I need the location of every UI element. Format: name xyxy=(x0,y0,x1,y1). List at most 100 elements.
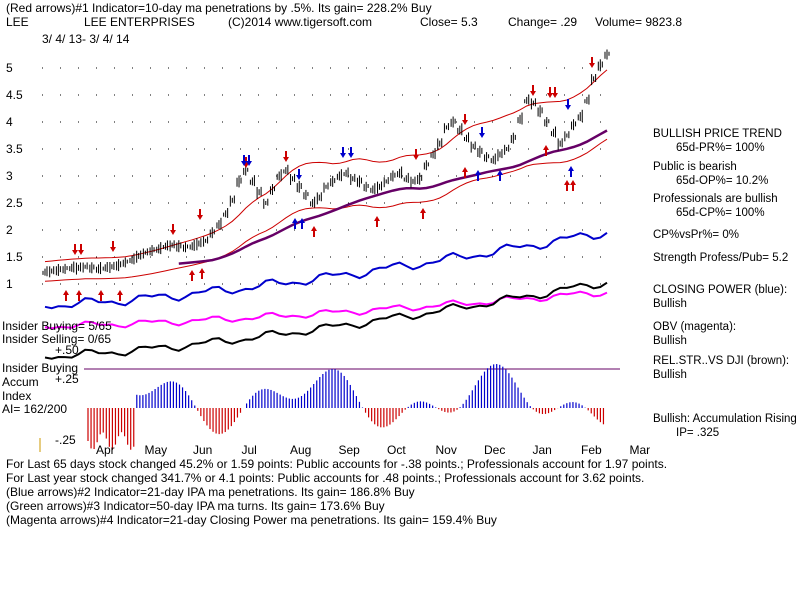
buy-arrow xyxy=(374,216,380,227)
public-value: 65d-OP%= 10.2% xyxy=(676,175,769,187)
sell-arrow xyxy=(340,147,346,158)
sell-arrow xyxy=(241,155,247,166)
buy-arrow xyxy=(311,226,317,237)
moving-average xyxy=(178,129,608,265)
close-price: Close= 5.3 xyxy=(420,15,478,29)
y-tick-label: 4 xyxy=(6,115,13,129)
y-tick-label: 2 xyxy=(6,223,13,237)
sell-arrow xyxy=(589,57,595,68)
buy-arrow xyxy=(189,270,195,281)
y-tick-label: 1.5 xyxy=(6,250,23,264)
footer-line-1: For Last 65 days stock changed 45.2% or … xyxy=(6,457,668,471)
sell-arrow xyxy=(78,244,84,255)
x-tick-label: Aug xyxy=(290,443,311,457)
date-range: 3/ 4/ 13- 3/ 4/ 14 xyxy=(42,32,130,46)
buy-arrow xyxy=(98,290,104,301)
x-tick-label: Oct xyxy=(387,443,406,457)
buy-arrow xyxy=(497,170,503,181)
sell-arrow xyxy=(110,241,116,252)
y-tick-label: 1 xyxy=(6,277,13,291)
trend-value: 65d-PR%= 100% xyxy=(676,142,765,154)
sell-arrow xyxy=(197,209,203,220)
ticker-symbol: LEE xyxy=(6,15,29,29)
buy-arrow xyxy=(199,268,205,279)
sell-arrow xyxy=(413,149,419,160)
cp-vs-pr: CP%vsPr%= 0% xyxy=(653,229,739,241)
relative-strength xyxy=(44,281,608,360)
accum-plus50: +.50 xyxy=(55,343,79,357)
y-tick-label: 5 xyxy=(6,61,13,75)
x-tick-label: Nov xyxy=(436,443,457,457)
buy-arrow xyxy=(475,170,481,181)
x-tick-label: May xyxy=(145,443,168,457)
y-tick-label: 2.5 xyxy=(6,196,23,210)
x-tick-label: Sep xyxy=(339,443,361,457)
strength: Strength Profess/Pub= 5.2 xyxy=(653,252,789,264)
sell-arrow xyxy=(552,87,558,98)
sell-arrow xyxy=(170,224,176,235)
obv-label: OBV (magenta): xyxy=(653,321,737,333)
closing-power-value: Bullish xyxy=(653,298,687,310)
sell-arrow xyxy=(246,155,252,166)
y-tick-label: 4.5 xyxy=(6,88,23,102)
upper-band xyxy=(44,69,608,263)
sell-arrow xyxy=(283,151,289,162)
x-tick-label: Dec xyxy=(484,443,505,457)
pro-title: Professionals are bullish xyxy=(653,193,778,205)
x-tick-label: Feb xyxy=(581,443,602,457)
relstr-label: REL.STR..VS DJI (brown): xyxy=(653,355,790,367)
footer-line-3: (Blue arrows)#2 Indicator=21-day IPA ma … xyxy=(6,485,415,499)
buy-arrow xyxy=(76,290,82,301)
volume: Volume= 9823.8 xyxy=(595,15,683,29)
ip-value: IP= .325 xyxy=(676,427,720,439)
accum-label: Accum xyxy=(2,375,39,389)
price-change: Change= .29 xyxy=(508,15,578,29)
closing-power xyxy=(44,231,608,310)
x-tick-label: Apr xyxy=(96,443,115,457)
buy-arrow xyxy=(420,208,426,219)
x-tick-label: Jul xyxy=(242,443,257,457)
company-name: LEE ENTERPRISES xyxy=(84,15,195,29)
insider-selling: Insider Selling= 0/65 xyxy=(2,332,112,346)
obv-value: Bullish xyxy=(653,335,687,347)
y-tick-label: 3.5 xyxy=(6,142,23,156)
buy-arrow xyxy=(462,167,468,178)
accum-plus25: +.25 xyxy=(55,372,79,386)
relstr-value: Bullish xyxy=(653,369,687,381)
price-axis-ticks: 5 4.5 4 3.5 3 2.5 2 1.5 1 xyxy=(6,61,23,291)
accumulation-index xyxy=(39,364,620,452)
price-bars xyxy=(42,49,610,278)
sell-arrow xyxy=(547,87,553,98)
obv xyxy=(44,290,608,330)
buy-arrow xyxy=(568,166,574,177)
footer-line-5: (Magenta arrows)#4 Indicator=21-day Clos… xyxy=(6,513,497,527)
y-tick-label: 3 xyxy=(6,169,13,183)
buy-arrow xyxy=(292,218,298,229)
buy-arrow xyxy=(63,290,69,301)
trend-title: BULLISH PRICE TREND xyxy=(653,128,782,140)
insider-buying-label: Insider Buying xyxy=(2,361,79,375)
x-tick-label: Mar xyxy=(630,443,651,457)
bollinger-bands xyxy=(44,69,608,282)
footer-line-2: For Last year stock changed 341.7% or 4.… xyxy=(6,471,645,485)
lower-band xyxy=(44,138,608,282)
relative-strength-line xyxy=(44,281,608,360)
sell-arrow xyxy=(462,114,468,125)
buy-arrow xyxy=(543,145,549,156)
ma-50-line xyxy=(178,129,608,265)
footer-line-4: (Green arrows)#3 Indicator=50-day IPA ma… xyxy=(6,499,385,513)
index-label: Index xyxy=(2,389,32,403)
signal-arrows xyxy=(63,57,595,301)
accum-rising-label: Bullish: Accumulation Rising xyxy=(653,413,797,425)
month-axis-ticks: Apr May Jun Jul Aug Sep Oct Nov Dec Jan Feb Mar xyxy=(96,443,650,457)
buy-arrow xyxy=(117,290,123,301)
sell-arrow xyxy=(296,169,302,180)
sell-arrow xyxy=(479,127,485,138)
insider-buying: Insider Buying= 5/65 xyxy=(2,319,112,333)
pro-value: 65d-CP%= 100% xyxy=(676,207,765,219)
closing-power-line xyxy=(44,231,608,310)
indicator-1-text: (Red arrows)#1 Indicator=10-day ma penet… xyxy=(6,1,432,15)
copyright: (C)2014 www.tigersoft.com xyxy=(228,15,373,29)
public-title: Public is bearish xyxy=(653,161,737,173)
